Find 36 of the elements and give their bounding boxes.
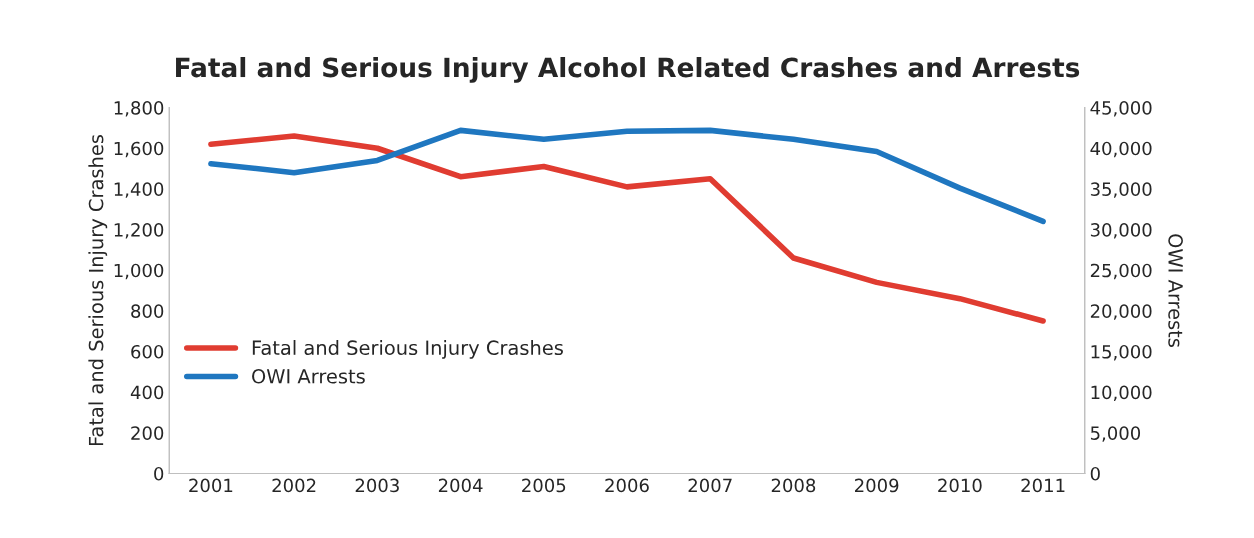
y-tick-label: 800 — [131, 304, 164, 318]
x-tick-label: 2005 — [522, 478, 566, 493]
x-tick-label: 2011 — [1021, 478, 1065, 493]
y-tick-label: 400 — [130, 385, 164, 400]
y-axis-title: Fatal and Serious Injury Crashes — [88, 134, 108, 446]
y2-tick-label: 40,000 — [1090, 141, 1152, 158]
x-tick-label: 2003 — [355, 478, 399, 493]
y2-tick-label: 5,000 — [1090, 426, 1141, 442]
y2-tick-label: 15,000 — [1091, 344, 1152, 361]
y2-tick-label: 35,000 — [1090, 182, 1152, 198]
x-tick-label: 2007 — [688, 478, 732, 493]
y-tick-label: 0 — [154, 466, 164, 481]
y-tick-label: 1,400 — [114, 182, 164, 198]
x-tick-label: 2002 — [272, 478, 316, 493]
y2-tick-label: 45,000 — [1090, 101, 1152, 117]
y-tick-label: 600 — [131, 344, 164, 359]
legend-label: Fatal and Serious Injury Crashes — [252, 340, 563, 359]
x-tick-label: 2009 — [855, 478, 899, 493]
y2-tick-label: 0 — [1090, 466, 1100, 481]
x-tick-label: 2001 — [189, 478, 233, 493]
x-tick-label: 2004 — [438, 478, 483, 493]
legend-label: OWI Arrests — [252, 368, 365, 384]
x-tick-label: 2006 — [605, 478, 649, 493]
y-tick-label: 1,600 — [114, 141, 164, 158]
x-tick-label: 2008 — [771, 478, 816, 493]
y-tick-label: 1,000 — [114, 263, 164, 280]
y-tick-label: 1,200 — [114, 223, 164, 239]
y2-tick-label: 25,000 — [1090, 263, 1152, 280]
y-tick-label: 200 — [131, 426, 164, 440]
chart-title: Fatal and Serious Injury Alcohol Related Crashes and Arrests — [176, 56, 1080, 83]
y2-tick-label: 30,000 — [1090, 223, 1152, 239]
y-tick-label: 1,800 — [114, 101, 164, 117]
y2-axis-title: OWI Arrests — [1168, 234, 1183, 347]
x-tick-label: 2010 — [938, 478, 982, 493]
y2-tick-label: 20,000 — [1090, 304, 1152, 320]
y2-tick-label: 10,000 — [1091, 385, 1152, 402]
